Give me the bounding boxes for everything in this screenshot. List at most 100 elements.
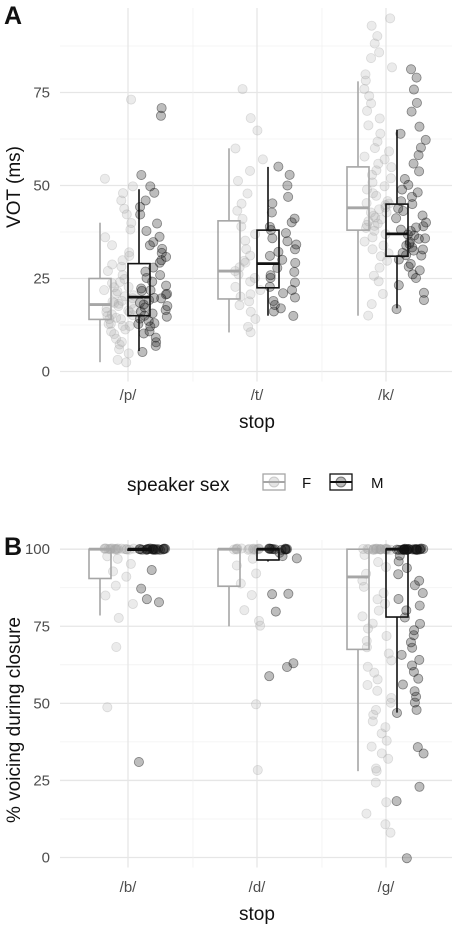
- data-point: [418, 221, 429, 232]
- data-point: [412, 187, 423, 198]
- data-point: [413, 233, 424, 244]
- data-point: [403, 179, 414, 190]
- data-point: [160, 289, 171, 300]
- data-point: [127, 181, 138, 192]
- data-point: [156, 293, 167, 304]
- data-point: [279, 544, 290, 555]
- data-point: [362, 661, 373, 672]
- data-point: [281, 544, 292, 555]
- data-point: [405, 637, 416, 648]
- data-point: [396, 649, 407, 660]
- data-point: [376, 748, 387, 759]
- data-point: [155, 110, 166, 121]
- data-point: [411, 97, 422, 108]
- data-point: [289, 266, 300, 277]
- data-point: [156, 255, 167, 266]
- data-point: [401, 562, 412, 573]
- data-point: [150, 340, 161, 351]
- data-point: [399, 174, 410, 185]
- data-point: [124, 247, 135, 258]
- data-point: [162, 301, 173, 312]
- data-point: [244, 296, 255, 307]
- data-point: [366, 20, 377, 31]
- data-point: [153, 544, 164, 555]
- box-f-0: [88, 547, 112, 616]
- data-point: [234, 300, 245, 311]
- panel-b-gridlines: [60, 540, 452, 868]
- data-point: [121, 357, 132, 368]
- data-point: [151, 337, 162, 348]
- data-point: [393, 594, 404, 605]
- data-point: [417, 244, 428, 255]
- panel-b: B 0 25 50 75 100 /b/ /d/ /g/ stop % voicing du…: [4, 533, 452, 925]
- data-point: [370, 544, 381, 555]
- data-point: [240, 257, 251, 268]
- data-point: [282, 180, 293, 191]
- data-point: [385, 173, 396, 184]
- box-body: [217, 548, 241, 587]
- data-point: [144, 240, 155, 251]
- data-point: [386, 655, 397, 666]
- data-point: [391, 796, 402, 807]
- data-point: [280, 544, 291, 555]
- data-point: [282, 662, 293, 673]
- data-point: [100, 232, 111, 243]
- data-point: [380, 598, 391, 609]
- data-point: [406, 64, 417, 75]
- data-point: [113, 612, 124, 623]
- data-point: [415, 142, 426, 153]
- data-point: [250, 313, 261, 324]
- data-point: [381, 797, 392, 808]
- data-point: [384, 146, 395, 157]
- data-point: [372, 594, 383, 605]
- data-point: [284, 169, 295, 180]
- data-point: [245, 306, 256, 317]
- data-point: [403, 261, 414, 272]
- data-point: [99, 173, 110, 184]
- data-point: [418, 287, 429, 298]
- data-point: [411, 72, 422, 83]
- data-point: [363, 120, 374, 131]
- panel-b-tag: B: [4, 533, 22, 561]
- data-point: [385, 697, 396, 708]
- data-point: [418, 748, 429, 759]
- data-point: [128, 304, 139, 315]
- data-point: [414, 575, 425, 586]
- panel-a-gridlines: [60, 8, 452, 382]
- data-point: [361, 808, 372, 819]
- data-point: [116, 336, 127, 347]
- box-f-0: [88, 222, 112, 363]
- y-tick-label: 75: [33, 85, 50, 102]
- data-point: [119, 274, 130, 285]
- data-point: [291, 239, 302, 250]
- data-point: [286, 217, 297, 228]
- data-point: [357, 611, 368, 622]
- data-point: [112, 553, 123, 564]
- data-point: [420, 217, 431, 228]
- x-tick-label: /k/: [378, 387, 395, 404]
- data-point: [366, 299, 377, 310]
- data-point: [154, 544, 165, 555]
- data-point: [111, 333, 122, 344]
- x-tick-label: /g/: [378, 879, 396, 896]
- data-point: [289, 213, 300, 224]
- data-point: [107, 259, 118, 270]
- data-point: [160, 305, 171, 316]
- data-point: [371, 543, 382, 554]
- data-point: [145, 181, 156, 192]
- data-point: [243, 544, 254, 555]
- data-point: [414, 544, 425, 555]
- data-point: [371, 190, 382, 201]
- y-tick-label: 100: [25, 541, 50, 558]
- data-point: [106, 326, 117, 337]
- data-point: [114, 276, 125, 287]
- data-point: [404, 238, 415, 249]
- data-point: [407, 660, 418, 671]
- x-tick-label: /t/: [251, 387, 264, 404]
- data-point: [145, 321, 156, 332]
- data-point: [149, 187, 160, 198]
- data-point: [288, 658, 299, 669]
- data-point: [265, 272, 276, 283]
- data-point: [124, 250, 135, 261]
- data-point: [414, 654, 425, 665]
